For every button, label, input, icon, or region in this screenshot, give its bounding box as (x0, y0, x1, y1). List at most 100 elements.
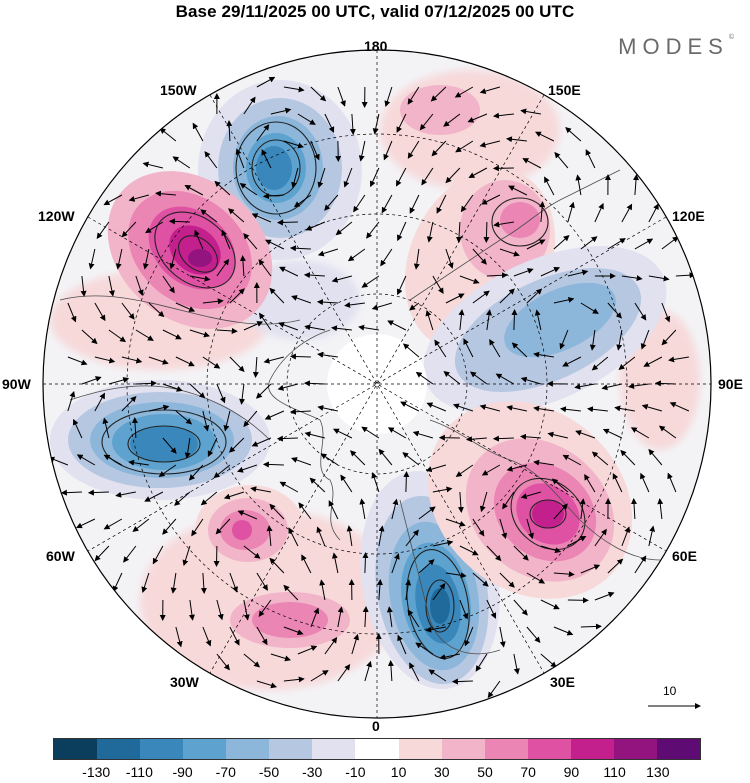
wind-arrow-icon (229, 356, 245, 373)
wind-arrow-icon (479, 404, 501, 412)
colorbar-swatch (656, 739, 700, 759)
wind-arrow-icon (243, 410, 258, 428)
lon-label-90e: 90E (718, 376, 743, 392)
wind-arrow-icon (239, 183, 258, 196)
lon-label-180: 180 (364, 38, 388, 54)
wind-arrow-icon (123, 545, 137, 563)
wind-arrow-icon (481, 194, 501, 205)
wind-arrow-icon (152, 545, 164, 565)
wind-arrow-icon (317, 248, 339, 257)
wind-arrow-icon (276, 219, 298, 226)
contour-line (491, 197, 549, 247)
wind-arrow-icon (221, 229, 231, 250)
wind-arrow-icon (372, 113, 380, 135)
wind-arrow-icon (346, 525, 353, 547)
wind-arrow-icon (405, 579, 412, 601)
colorbar-tick-label: -90 (172, 764, 193, 780)
wind-arrow-icon (418, 559, 435, 574)
wind-arrow-icon (472, 290, 490, 304)
wind-arrow-icon (467, 113, 488, 123)
wind-arrow-icon (418, 506, 436, 520)
contour-line (529, 499, 567, 529)
wind-arrow-icon (144, 491, 164, 502)
wind-arrow-icon (108, 275, 115, 297)
wind-arrow-icon (499, 572, 515, 588)
wind-arrow-icon (216, 653, 230, 671)
wind-arrow-icon (142, 248, 150, 270)
wind-arrow-icon (661, 302, 671, 323)
wind-arrow-icon (502, 491, 515, 510)
wind-arrow-icon (445, 518, 466, 527)
colorbar-tick-label: -130 (82, 764, 111, 780)
wind-arrow-icon (316, 526, 326, 547)
lon-label-150e: 150E (548, 82, 581, 98)
wind-vectors (48, 76, 696, 699)
wind-arrow-icon (239, 255, 246, 277)
wind-arrow-icon (251, 213, 272, 223)
wind-arrow-icon (121, 395, 137, 412)
wind-arrow-icon (255, 383, 272, 399)
wind-arrow-icon (358, 140, 366, 162)
wind-arrow-icon (407, 86, 420, 105)
wind-arrow-icon (331, 552, 339, 574)
wind-arrow-icon (189, 275, 211, 282)
colorbar-tick-label: 90 (563, 764, 580, 780)
wind-arrow-icon (223, 410, 231, 432)
wind-arrow-icon (202, 356, 221, 369)
latitude-circle (286, 293, 468, 475)
wind-arrow-icon (560, 406, 581, 413)
wind-arrow-icon (155, 190, 176, 197)
wind-arrow-icon (94, 356, 116, 364)
wind-arrow-icon (594, 528, 607, 547)
wind-arrow-icon (380, 248, 393, 267)
wind-arrow-icon (289, 245, 311, 252)
wind-arrow-icon (303, 380, 325, 387)
wind-arrow-icon (397, 221, 407, 242)
wind-arrow-icon (661, 329, 677, 346)
wind-arrow-icon (575, 430, 596, 439)
wind-arrow-icon (112, 572, 123, 593)
colorbar-swatch (570, 739, 614, 759)
coastline (409, 169, 621, 301)
wind-arrow-icon (333, 428, 353, 439)
wind-arrow-icon (229, 288, 245, 304)
lon-label-120w: 120W (38, 208, 75, 224)
wind-arrow-icon (396, 113, 407, 133)
wind-arrow-icon (259, 312, 272, 331)
wind-arrow-icon (508, 185, 528, 196)
wind-arrow-icon (81, 376, 102, 385)
wind-arrow-icon (419, 113, 434, 131)
wind-arrow-icon (580, 623, 602, 630)
colorbar-tick-label: 130 (646, 764, 670, 780)
wind-arrow-icon (277, 383, 299, 391)
wind-arrow-icon (256, 76, 276, 88)
wind-arrow-icon (317, 167, 326, 189)
wind-arrow-icon (263, 356, 285, 364)
wind-arrow-icon (102, 417, 110, 439)
lon-label-60w: 60W (46, 548, 75, 564)
wind-arrow-icon (403, 471, 410, 493)
wind-arrow-icon (207, 437, 218, 458)
wind-arrow-icon (426, 221, 434, 243)
wind-arrow-icon (431, 140, 447, 157)
wind-arrow-icon (213, 464, 231, 479)
wind-arrow-icon (643, 356, 663, 367)
wind-arrow-icon (580, 302, 599, 314)
wind-arrow-icon (351, 633, 360, 655)
wind-arrow-icon (200, 209, 218, 223)
wind-arrow-icon (506, 404, 527, 412)
colorbar-tick-label: -30 (302, 764, 323, 780)
wind-arrow-icon (620, 449, 636, 466)
wind-arrow-icon (434, 339, 447, 358)
wind-arrow-icon (472, 572, 489, 587)
wind-arrow-icon (369, 167, 380, 188)
wind-arrow-icon (562, 356, 582, 367)
wind-arrow-icon (387, 320, 407, 331)
wind-arrow-icon (580, 564, 601, 574)
wind-arrow-icon (628, 383, 649, 389)
wind-arrow-icon (426, 402, 447, 412)
wind-arrow-icon (522, 158, 542, 169)
wind-arrow-icon (648, 525, 656, 547)
brand-name: MODES (618, 34, 729, 59)
wind-arrow-icon (214, 180, 231, 196)
